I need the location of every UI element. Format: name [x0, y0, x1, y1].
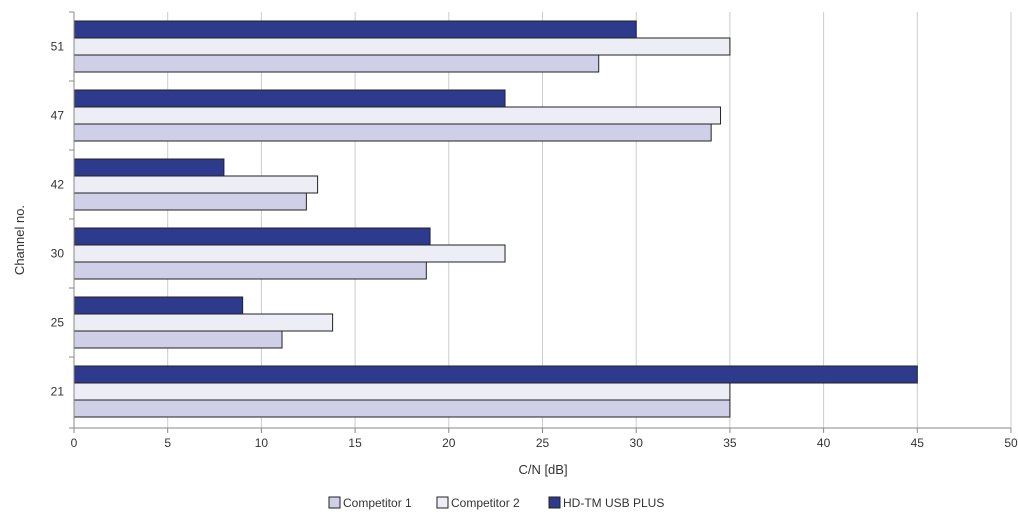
x-tick-label: 45 — [911, 436, 925, 450]
bar-competitor-2-channel-30 — [73, 244, 506, 263]
bar-series — [73, 20, 918, 418]
x-tick-label: 0 — [71, 436, 78, 450]
bar-competitor-2-channel-25 — [73, 313, 334, 332]
bar-competitor-1-channel-51 — [73, 54, 600, 73]
bar-hd-tm-usb-plus-channel-21 — [73, 365, 918, 384]
bar-hd-tm-usb-plus-channel-30 — [73, 227, 431, 246]
y-tick-label: 25 — [51, 316, 65, 330]
x-tick-label: 40 — [817, 436, 831, 450]
bar-hd-tm-usb-plus-channel-25 — [73, 296, 244, 315]
legend-swatch — [548, 496, 561, 509]
legend-label: HD-TM USB PLUS — [563, 496, 664, 510]
bar-competitor-1-channel-30 — [73, 261, 427, 280]
bar-competitor-1-channel-25 — [73, 330, 283, 349]
x-tick-label: 10 — [255, 436, 269, 450]
bar-competitor-1-channel-42 — [73, 192, 307, 211]
y-tick-label: 42 — [51, 178, 65, 192]
axes — [69, 11, 1012, 433]
y-tick-label: 51 — [51, 40, 65, 54]
bar-competitor-2-channel-21 — [73, 382, 731, 401]
legend-swatch — [328, 496, 341, 509]
x-tick-label: 35 — [723, 436, 737, 450]
y-tick-label: 21 — [51, 385, 65, 399]
legend-label: Competitor 1 — [343, 496, 412, 510]
x-tick-label: 15 — [348, 436, 362, 450]
legend-swatch — [436, 496, 449, 509]
grid-lines — [167, 12, 1012, 428]
y-tick-labels: 51 47 42 30 25 21 — [51, 40, 65, 399]
bar-competitor-1-channel-21 — [73, 399, 731, 418]
x-tick-label: 50 — [1004, 436, 1018, 450]
bar-competitor-2-channel-47 — [73, 106, 722, 125]
x-tick-labels: 0 5 10 15 20 25 30 35 40 45 50 — [71, 436, 1018, 450]
legend-label: Competitor 2 — [451, 496, 520, 510]
bar-hd-tm-usb-plus-channel-42 — [73, 158, 225, 177]
y-tick-label: 47 — [51, 109, 65, 123]
bar-competitor-2-channel-42 — [73, 175, 319, 194]
bar-hd-tm-usb-plus-channel-51 — [73, 20, 637, 39]
x-tick-label: 20 — [442, 436, 456, 450]
x-tick-label: 25 — [536, 436, 550, 450]
x-tick-label: 5 — [164, 436, 171, 450]
y-axis-title: Channel no. — [12, 205, 27, 275]
x-axis-title: C/N [dB] — [518, 462, 567, 477]
legend: Competitor 1 Competitor 2 HD-TM USB PLUS — [328, 496, 664, 510]
x-tick-label: 30 — [630, 436, 644, 450]
bar-competitor-1-channel-47 — [73, 123, 712, 142]
y-tick-label: 30 — [51, 247, 65, 261]
bar-competitor-2-channel-51 — [73, 37, 731, 56]
bar-hd-tm-usb-plus-channel-47 — [73, 89, 506, 108]
